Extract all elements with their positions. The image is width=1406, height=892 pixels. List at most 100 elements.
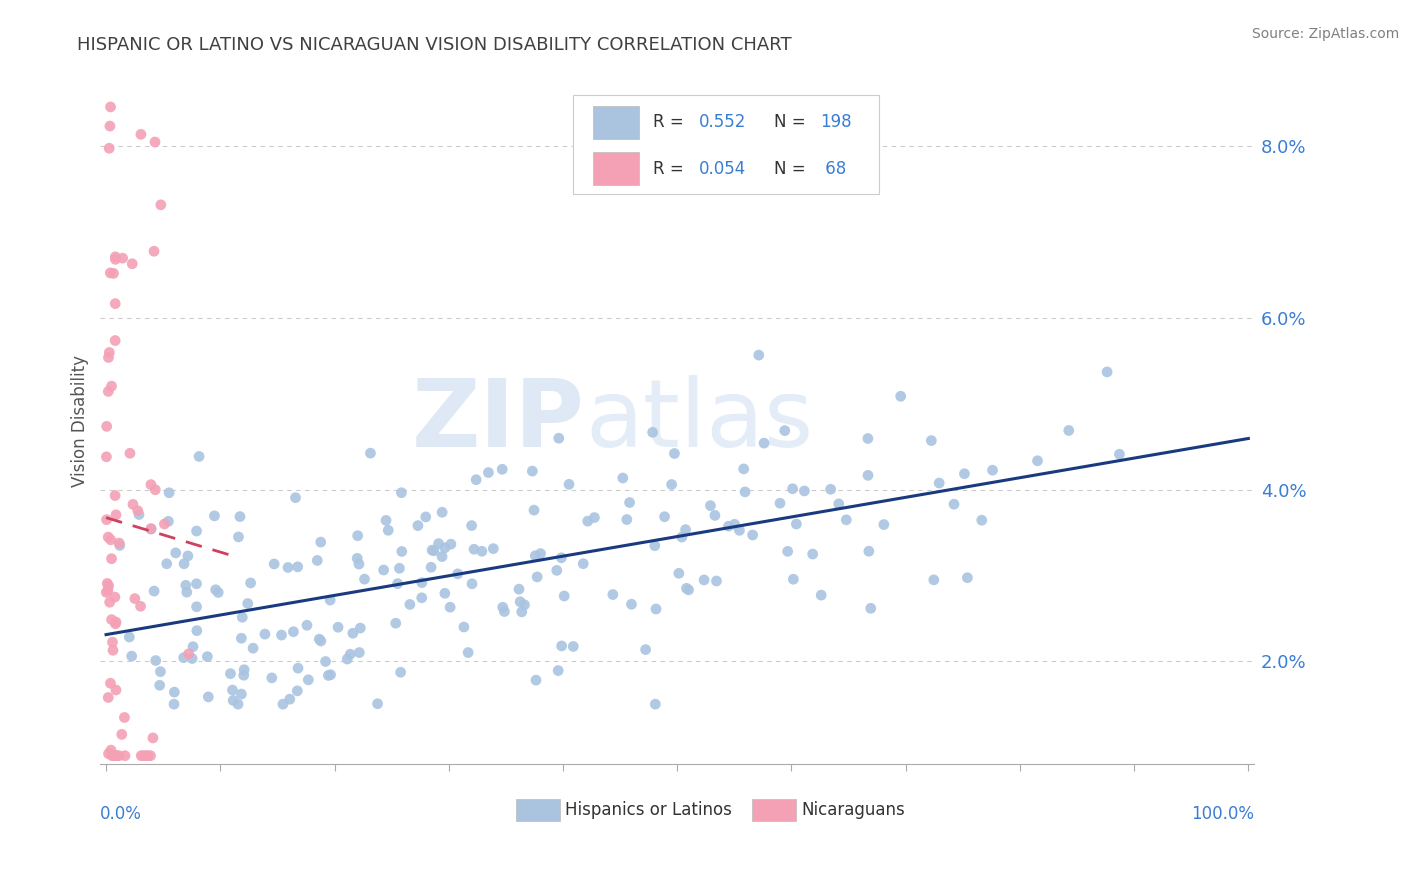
Point [477, 466, 499, 480]
Point [100, 743, 122, 757]
Point [143, 244, 166, 259]
Point [287, 661, 309, 675]
Point [1026, 454, 1049, 468]
Point [96, 576, 118, 591]
FancyBboxPatch shape [752, 799, 796, 822]
Point [278, 692, 301, 706]
Point [553, 589, 575, 603]
Point [346, 551, 368, 566]
Point [108, 538, 131, 552]
Point [856, 468, 879, 483]
Point [457, 646, 479, 660]
Text: R =: R = [652, 113, 683, 131]
Text: 0.552: 0.552 [699, 113, 747, 131]
Point [602, 588, 624, 602]
Point [773, 424, 796, 438]
Point [136, 748, 159, 763]
Point [104, 296, 127, 310]
Point [619, 495, 641, 509]
Point [143, 584, 166, 599]
Point [415, 510, 437, 524]
Point [104, 250, 127, 264]
Point [156, 557, 179, 571]
Point [492, 600, 515, 615]
Point [145, 654, 167, 668]
FancyBboxPatch shape [516, 799, 560, 822]
Point [232, 668, 254, 682]
Point [97, 690, 120, 705]
Point [420, 543, 443, 558]
Point [529, 547, 551, 561]
Text: N =: N = [775, 160, 806, 178]
Point [359, 446, 381, 460]
Point [188, 450, 211, 464]
Point [129, 748, 152, 763]
Point [558, 477, 581, 491]
Point [143, 483, 166, 497]
Point [103, 266, 125, 280]
Point [482, 541, 505, 556]
Point [391, 485, 413, 500]
Point [547, 431, 569, 445]
Point [118, 446, 141, 460]
Point [104, 748, 127, 763]
Point [104, 508, 127, 522]
Text: Source: ZipAtlas.com: Source: ZipAtlas.com [1251, 27, 1399, 41]
Point [342, 626, 364, 640]
Point [319, 667, 342, 681]
Point [671, 530, 693, 544]
Point [785, 516, 807, 531]
Point [634, 642, 657, 657]
Point [139, 522, 162, 536]
Point [733, 462, 755, 476]
Point [263, 557, 285, 571]
Point [641, 425, 664, 440]
Point [96, 585, 118, 599]
Point [96, 513, 118, 527]
Text: 198: 198 [820, 113, 852, 131]
Point [176, 585, 198, 599]
Point [98, 119, 121, 133]
Point [100, 613, 122, 627]
Point [307, 553, 329, 567]
Point [105, 748, 128, 763]
Point [277, 560, 299, 574]
Point [108, 536, 131, 550]
Point [135, 748, 157, 763]
Point [782, 572, 804, 586]
Point [810, 588, 832, 602]
Point [1095, 365, 1118, 379]
Point [388, 561, 411, 575]
Point [228, 530, 250, 544]
Point [195, 649, 218, 664]
Point [285, 683, 308, 698]
Point [270, 628, 292, 642]
Point [233, 663, 256, 677]
Point [114, 710, 136, 724]
Point [98, 266, 121, 280]
Point [319, 593, 342, 607]
Point [121, 257, 143, 271]
Point [287, 559, 309, 574]
Point [890, 389, 912, 403]
Point [943, 497, 966, 511]
Point [222, 693, 245, 707]
Point [104, 334, 127, 348]
Point [353, 572, 375, 586]
Point [411, 591, 433, 605]
Point [309, 535, 332, 549]
Point [100, 100, 122, 114]
Point [522, 464, 544, 478]
Point [678, 582, 700, 597]
Point [253, 627, 276, 641]
Point [114, 748, 136, 763]
Point [859, 601, 882, 615]
Point [523, 503, 546, 517]
Point [953, 467, 976, 481]
Point [384, 616, 406, 631]
Text: N =: N = [775, 113, 806, 131]
Point [346, 529, 368, 543]
Point [104, 615, 127, 629]
Point [336, 652, 359, 666]
Point [1057, 424, 1080, 438]
